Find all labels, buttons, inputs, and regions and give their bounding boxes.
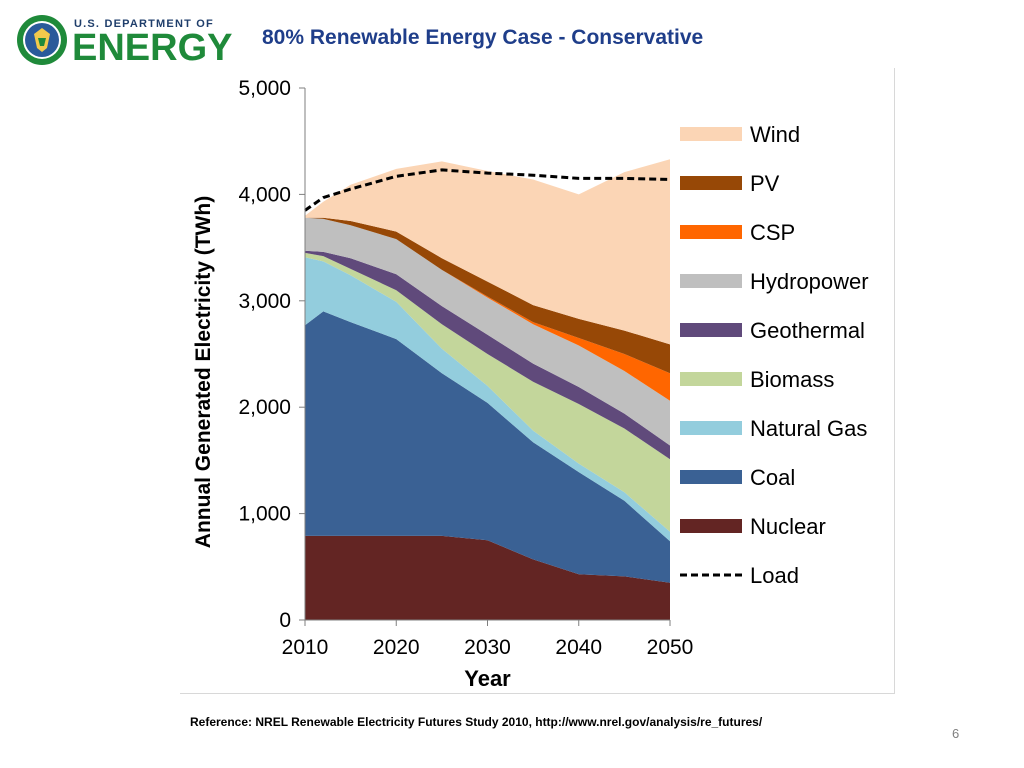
y-tick-label: 4,000 xyxy=(238,183,291,206)
reference-note: Reference: NREL Renewable Electricity Fu… xyxy=(190,715,763,729)
line-load xyxy=(304,168,671,212)
doe-seal-icon xyxy=(17,15,67,65)
stacked-area-chart: 0 1,000 2,000 3,000 4,000 5,000 2010 2020 2030 20… xyxy=(192,77,869,691)
legend-label-geothermal: Geothermal xyxy=(750,318,865,343)
chart-frame: 0 1,000 2,000 3,000 4,000 5,000 2010 2020 2030 20… xyxy=(180,68,895,694)
legend-label-pv: PV xyxy=(750,171,780,196)
legend-swatch-nuclear xyxy=(680,519,742,533)
legend-swatch-csp xyxy=(680,225,742,239)
area-pv xyxy=(305,217,670,374)
legend-label-csp: CSP xyxy=(750,220,795,245)
x-tick-label: 2040 xyxy=(555,636,602,659)
y-tick-label: 3,000 xyxy=(238,290,291,313)
area-nuclear xyxy=(305,535,670,620)
legend-swatch-geothermal xyxy=(680,323,742,337)
legend-swatch-coal xyxy=(680,470,742,484)
area-biomass xyxy=(305,252,670,532)
x-tick-label: 2030 xyxy=(464,636,511,659)
legend-label-natural-gas: Natural Gas xyxy=(750,416,867,441)
legend-swatch-biomass xyxy=(680,372,742,386)
legend-label-biomass: Biomass xyxy=(750,367,834,392)
y-tick-label: 5,000 xyxy=(238,77,291,100)
x-tick-label: 2010 xyxy=(282,636,329,659)
area-hydropower xyxy=(305,217,670,446)
legend-label-wind: Wind xyxy=(750,122,800,147)
legend-label-load: Load xyxy=(750,563,799,588)
x-axis-title: Year xyxy=(464,666,511,691)
page-number: 6 xyxy=(952,726,960,741)
legend-swatch-hydropower xyxy=(680,274,742,288)
x-tick-label: 2050 xyxy=(647,636,694,659)
area-coal xyxy=(305,311,670,583)
logo-top-text: U.S. DEPARTMENT OF xyxy=(74,18,214,30)
y-tick-label: 1,000 xyxy=(238,503,291,526)
area-layers xyxy=(304,159,671,620)
area-natural-gas xyxy=(305,257,670,542)
slide-title: 80% Renewable Energy Case - Conservative xyxy=(262,26,704,49)
x-tick-label: 2020 xyxy=(373,636,420,659)
legend-swatch-wind xyxy=(680,127,742,141)
y-tick-label: 2,000 xyxy=(238,396,291,419)
legend-label-coal: Coal xyxy=(750,465,795,490)
legend-swatch-natural-gas xyxy=(680,421,742,435)
legend: Wind PV CSP Hydropower Geothermal Biomass Natu… xyxy=(680,122,869,588)
y-tick-label: 0 xyxy=(279,609,291,632)
legend-label-hydropower: Hydropower xyxy=(750,269,869,294)
axes: 0 1,000 2,000 3,000 4,000 5,000 2010 2020 2030 20… xyxy=(192,77,693,691)
legend-label-nuclear: Nuclear xyxy=(750,514,826,539)
y-axis-title: Annual Generated Electricity (TWh) xyxy=(192,196,215,548)
logo-main-text: ENERGY xyxy=(72,27,233,69)
area-wind xyxy=(305,159,670,345)
doe-logo: U.S. DEPARTMENT OF ENERGY xyxy=(16,14,232,68)
legend-swatch-pv xyxy=(680,176,742,190)
